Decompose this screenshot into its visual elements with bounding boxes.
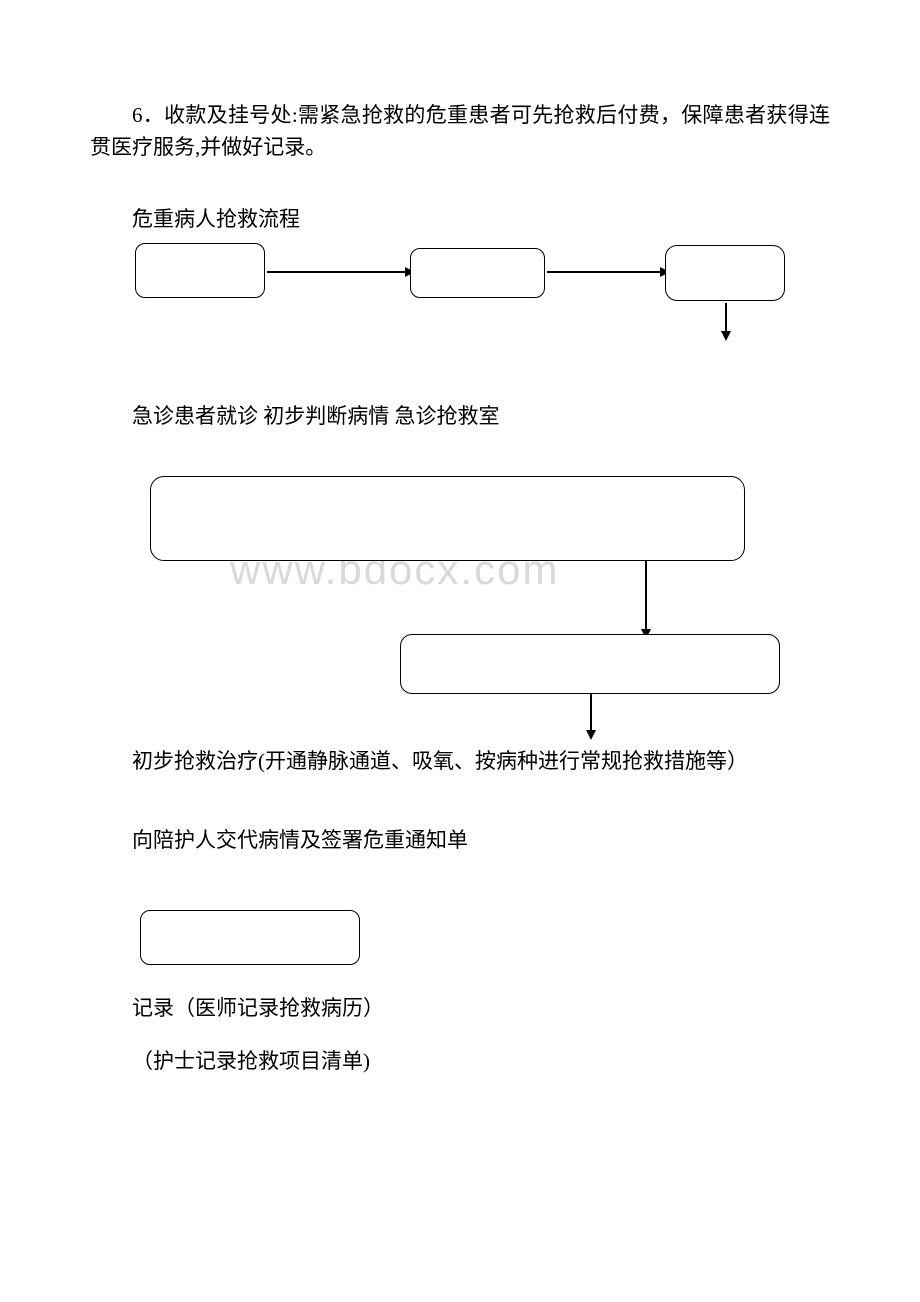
- small-box-area: [140, 910, 830, 980]
- arrow-down-3-line: [590, 694, 592, 732]
- flow-box-3: [665, 245, 785, 301]
- arrow-down-1-head: [721, 331, 731, 341]
- arrow-down-1-line: [725, 303, 727, 333]
- flow-area-2: www.bdocx.com: [90, 476, 830, 736]
- arrow-down-2-line: [645, 561, 647, 631]
- text-2: 初步抢救治疗(开通静脉通道、吸氧、按病种进行常规抢救措施等）: [90, 746, 830, 778]
- arrow-1-line: [267, 271, 407, 273]
- small-box: [140, 910, 360, 965]
- paragraph-1: 6．收款及挂号处:需紧急抢救的危重患者可先抢救后付费，保障患者获得连贯医疗服务,…: [90, 100, 830, 163]
- flow-title: 危重病人抢救流程: [90, 203, 830, 233]
- mid-box: [400, 634, 780, 694]
- big-box: [150, 476, 745, 561]
- flow-box-1: [135, 243, 265, 298]
- text-3: 向陪护人交代病情及签署危重通知单: [90, 822, 830, 860]
- text-4: 记录（医师记录抢救病历）: [90, 990, 830, 1028]
- text-5: （护士记录抢救项目清单): [90, 1043, 830, 1081]
- flow-box-2: [410, 248, 545, 298]
- arrow-down-3-head: [586, 730, 596, 740]
- labels-row-1: 急诊患者就诊 初步判断病情 急诊抢救室: [90, 398, 830, 436]
- flow-row-1: [135, 243, 830, 333]
- arrow-2-line: [547, 271, 662, 273]
